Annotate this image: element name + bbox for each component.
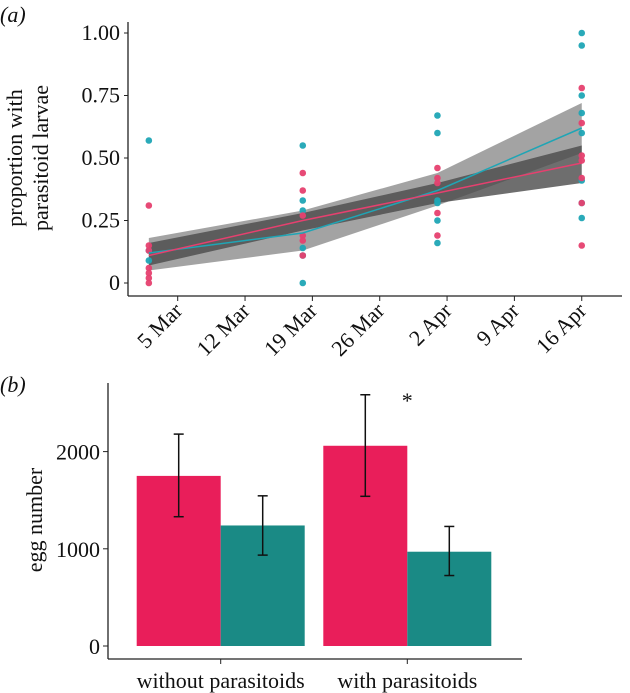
- teal-data-point: [578, 29, 586, 37]
- x-tick-label: with parasitoids: [337, 668, 477, 693]
- pink-confidence-band: [148, 145, 582, 266]
- x-tick-label: 9 Apr: [471, 297, 524, 350]
- teal-data-point: [299, 244, 307, 252]
- pink-data-point: [145, 264, 153, 272]
- pink-data-point: [578, 199, 586, 207]
- x-tick-label: without parasitoids: [137, 668, 305, 693]
- panel-b-ylabel: egg number: [22, 467, 47, 572]
- teal-data-point: [578, 42, 586, 49]
- pink-data-point: [145, 269, 153, 277]
- teal-data-point: [299, 279, 307, 287]
- pink-data-point: [578, 174, 586, 182]
- pink-data-point: [434, 209, 441, 217]
- pink-data-point: [578, 152, 586, 159]
- teal-data-point: [299, 197, 307, 204]
- y-tick-label: 0.25: [82, 208, 121, 233]
- x-tick-label: 16 Apr: [531, 297, 592, 358]
- pink-fit-line: [148, 162, 582, 257]
- pink-data-point: [299, 212, 307, 219]
- teal-data-point: [578, 92, 586, 99]
- pink-data-point: [145, 242, 153, 249]
- y-tick-label: 1000: [56, 537, 100, 562]
- pink-data-point: [299, 187, 307, 194]
- y-tick-label: 2000: [56, 440, 100, 465]
- y-tick-label: 1.00: [82, 20, 121, 45]
- teal-data-point: [578, 214, 586, 222]
- ylabel-line-2: parasitoid larvae: [28, 85, 53, 231]
- teal-data-point: [434, 199, 441, 207]
- pink-data-point: [578, 242, 586, 249]
- teal-data-point: [299, 142, 307, 149]
- pink-data-point: [434, 174, 441, 182]
- teal-data-point: [578, 109, 586, 117]
- pink-data-point: [145, 274, 153, 282]
- pink-data-point: [578, 157, 586, 164]
- x-tick-label: 19 Mar: [259, 297, 323, 361]
- y-tick-label: 0: [109, 270, 120, 295]
- pink-data-point: [299, 169, 307, 177]
- teal-data-point: [299, 207, 307, 214]
- pink-data-point: [578, 119, 586, 127]
- pink-data-point: [299, 237, 307, 244]
- panel-a-label: (a): [0, 2, 26, 27]
- pink-data-point: [434, 179, 441, 187]
- teal-data-point: [578, 129, 586, 137]
- y-tick-label: 0.75: [82, 83, 121, 108]
- pink-data-point: [578, 84, 586, 92]
- teal-data-point: [434, 239, 441, 247]
- teal-fit-line: [148, 127, 583, 254]
- pink-data-point: [299, 252, 307, 259]
- x-tick-label: 26 Mar: [326, 297, 390, 361]
- x-tick-label: 12 Mar: [192, 297, 256, 361]
- pink-data-point: [145, 279, 153, 287]
- x-tick-label: 2 Apr: [404, 297, 457, 350]
- pink-data-point: [434, 164, 441, 172]
- ylabel-line-1: proportion with: [2, 89, 27, 227]
- panel-a: (a) proportion with parasitoid larvae 0 0…: [0, 2, 622, 361]
- teal-data-point: [434, 112, 441, 119]
- teal-data-point: [145, 257, 153, 264]
- panel-b-label: (b): [0, 372, 26, 397]
- panel-a-ylabel: proportion with parasitoid larvae: [2, 85, 53, 231]
- teal-data-point: [434, 129, 441, 137]
- pink-data-point: [145, 202, 153, 209]
- teal-data-point: [145, 137, 153, 144]
- panel-b: (b) egg number 0 1000 2000 without parasito…: [0, 372, 522, 693]
- y-tick-label: 0: [89, 634, 100, 659]
- y-tick-label: 0.50: [82, 145, 121, 170]
- significance-marker: *: [402, 388, 413, 413]
- pink-data-point: [434, 232, 441, 239]
- teal-data-point: [434, 217, 441, 224]
- x-tick-label: 5 Mar: [132, 297, 188, 353]
